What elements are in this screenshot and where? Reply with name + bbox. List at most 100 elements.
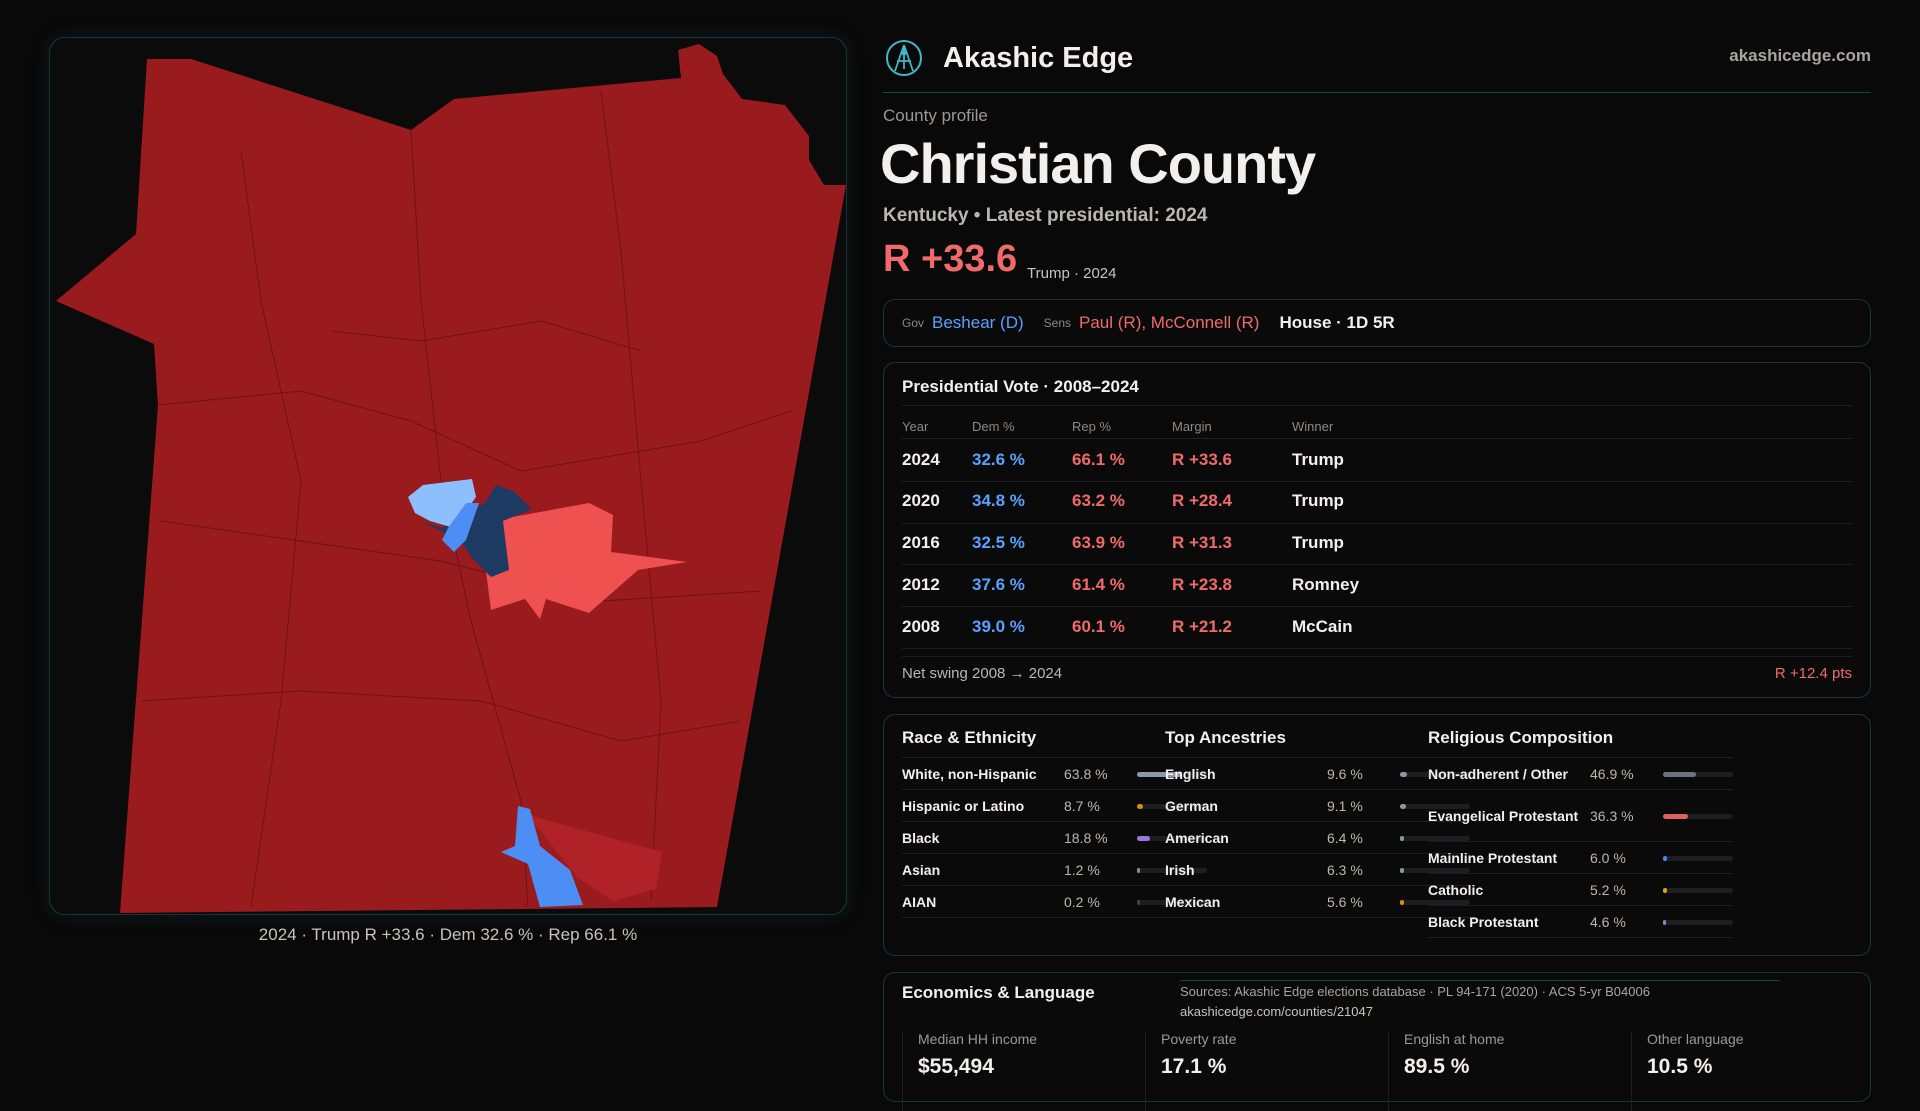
stat-name: Mainline Protestant [1428,849,1558,866]
stat-bar-track [1400,803,1470,809]
margin-cell: R +28.4 [1172,491,1233,511]
stat-bar-track [1400,867,1470,873]
stat-bar-track [1400,835,1470,841]
row-divider [902,656,1852,657]
precinct-tilt-r[interactable] [485,503,687,619]
stat-name: Evangelical Protestant [1428,807,1579,824]
latest-margin: R +33.6 [883,238,1018,280]
akashic-logo-icon[interactable] [885,39,923,77]
year-cell: 2012 [902,574,940,594]
stat-name: English [1165,765,1216,782]
stat-bar-fill [1663,887,1667,893]
stat-value: 5.6 % [1327,893,1363,910]
table-header-row: Year Dem % Rep % Margin Winner [902,413,1852,439]
latest-margin-detail: Trump · 2024 [1027,265,1117,282]
year-cell: 2008 [902,616,940,636]
winner-cell: Trump [1292,449,1344,469]
stat-name: Catholic [1428,881,1484,898]
dem-cell: 39.0 % [972,616,1025,636]
column-divider [902,757,1207,758]
stat-bar-fill [1137,803,1144,809]
officials-bar: Gov Beshear (D) Sens Paul (R), McConnell… [883,299,1871,347]
header-divider [883,92,1871,93]
permalink[interactable]: akashicedge.com/counties/21047 [1180,1004,1373,1019]
row-divider [902,438,1852,439]
stat-name: Black Protestant [1428,913,1539,930]
winner-cell: Romney [1292,574,1360,594]
race-ethnicity-column: Race & Ethnicity White, non-Hispanic 63.8 … [902,715,1207,955]
precinct-map[interactable] [49,37,847,915]
stat-row: Evangelical Protestant 36.3 % [1428,790,1733,842]
stat-name: Hispanic or Latino [902,797,1025,814]
metric-value: 89.5 % [1404,1055,1470,1078]
stat-bar-fill [1400,803,1407,809]
precinct-mid-d[interactable] [442,503,479,552]
stat-row: English 9.6 % [1165,758,1470,790]
stat-bar-track [1400,771,1470,777]
gov-label: Gov [902,316,925,330]
stat-bar-track [1663,771,1733,777]
stat-name: American [1165,829,1229,846]
stat-bar-track [1137,803,1207,809]
stat-bar-fill [1400,835,1405,841]
stat-bar-fill [1663,813,1689,819]
stat-row: Black 18.8 % [902,822,1207,854]
governor: Beshear (D) [932,313,1024,332]
row-divider [902,648,1852,649]
stat-value: 9.1 % [1327,797,1363,814]
stat-value: 46.9 % [1590,765,1634,782]
precinct-mid-d[interactable] [501,806,583,907]
dem-cell: 34.8 % [972,491,1025,511]
metric-other-language: Other language 10.5 % [1631,1031,1874,1111]
precinct-lean-r[interactable] [528,815,662,901]
table-row[interactable]: 2008 39.0 % 60.1 % R +21.2 McCain [902,606,1852,647]
stat-bar-fill [1400,867,1405,873]
stat-row: AIAN 0.2 % [902,886,1207,918]
row-divider [902,480,1852,482]
stat-bar-track [1137,835,1207,841]
page-subtitle: Kentucky • Latest presidential: 2024 [883,205,1208,226]
sens-label: Sens [1043,316,1072,330]
stat-bar-track [1137,899,1207,905]
dem-cell: 32.6 % [972,449,1025,469]
metric-median-income: Median HH income $55,494 [902,1031,1145,1111]
stat-bar-fill [1663,771,1696,777]
stat-row: Mainline Protestant 6.0 % [1428,842,1733,874]
row-divider [902,405,1852,406]
card-title: Presidential Vote · 2008–2024 [902,377,1139,396]
stat-bar-track [1663,813,1733,819]
column-header: Dem % [972,418,1015,434]
precinct-strong-d[interactable] [421,485,532,577]
stat-value: 0.2 % [1064,893,1100,910]
house-delegation: House · 1D 5R [1279,313,1395,332]
stat-bar-fill [1400,771,1407,777]
stat-name: German [1165,797,1218,814]
stat-value: 6.0 % [1590,849,1626,866]
column-header: Rep % [1072,418,1112,434]
rep-cell: 66.1 % [1072,449,1125,469]
stat-value: 18.8 % [1064,829,1108,846]
presidential-vote-card: Presidential Vote · 2008–2024 Year Dem % R… [883,362,1871,698]
stat-bar-track [1400,899,1470,905]
table-row[interactable]: 2020 34.8 % 63.2 % R +28.4 Trump [902,481,1852,522]
stat-row: White, non-Hispanic 63.8 % [902,758,1207,790]
row-divider [902,522,1852,524]
metric-value: 10.5 % [1647,1055,1713,1078]
site-link[interactable]: akashicedge.com [1729,46,1871,65]
year-cell: 2024 [902,449,940,469]
stat-name: Black [902,829,940,846]
county-map-panel[interactable] [49,37,847,915]
stat-value: 63.8 % [1064,765,1108,782]
table-row[interactable]: 2012 37.6 % 61.4 % R +23.8 Romney [902,564,1852,605]
senators: Paul (R), McConnell (R) [1079,313,1260,332]
row-divider [902,606,1852,608]
table-row[interactable]: 2024 32.6 % 66.1 % R +33.6 Trump [902,439,1852,480]
stat-name: Asian [902,861,941,878]
brand-name[interactable]: Akashic Edge [943,42,1134,74]
year-cell: 2020 [902,491,940,511]
stat-row: Black Protestant 4.6 % [1428,906,1733,938]
table-row[interactable]: 2016 32.5 % 63.9 % R +31.3 Trump [902,523,1852,564]
stat-bar-fill [1663,855,1668,861]
margin-cell: R +31.3 [1172,533,1233,553]
map-caption: 2024 · Trump R +33.6 · Dem 32.6 % · Rep … [258,925,638,944]
